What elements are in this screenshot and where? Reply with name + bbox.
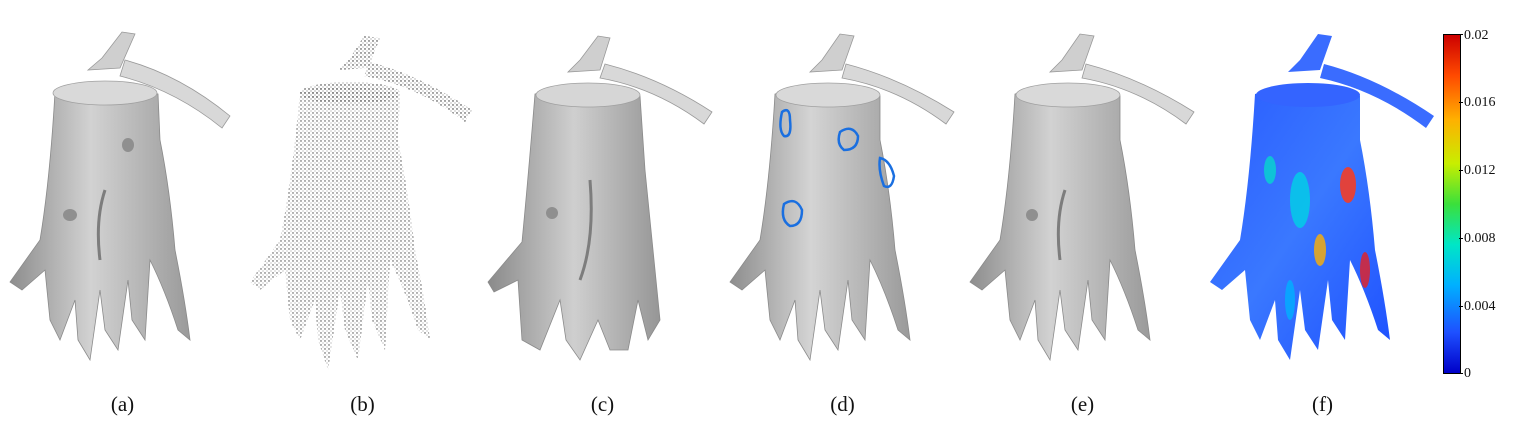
panel-caption: (d): [830, 392, 855, 416]
panel-caption: (a): [110, 392, 135, 416]
highlight-region: [779, 109, 792, 138]
panel-caption: (f): [1312, 392, 1333, 416]
colorbar-tick: [1459, 306, 1463, 307]
stump-smooth-surface: [487, 35, 713, 361]
stump-point-cloud: [250, 36, 472, 370]
highlight-region: [878, 156, 896, 189]
panel-e: (e): [960, 0, 1205, 424]
colorbar-label: 0.02: [1464, 28, 1489, 43]
colorbar-tick: [1459, 102, 1463, 103]
panel-d: (d): [720, 0, 965, 424]
panel-caption: (e): [1070, 392, 1095, 416]
colorbar-tick: [1459, 373, 1463, 374]
colorbar-label: 0.012: [1464, 163, 1496, 178]
colorbar-gradient: [1443, 34, 1461, 374]
highlight-region: [837, 127, 860, 152]
stump-model-surface: [969, 33, 1195, 362]
colorbar-label: 0: [1464, 366, 1471, 381]
panel-c: (c): [480, 0, 725, 424]
stump-marked-surface: [729, 33, 955, 362]
colorbar-label: 0.004: [1464, 299, 1496, 314]
panel-caption: (b): [350, 392, 375, 416]
colorbar-tick: [1459, 238, 1463, 239]
colorbar-tick: [1459, 170, 1463, 171]
stump-error-map: [1210, 34, 1434, 360]
colorbar-label: 0.008: [1464, 231, 1496, 246]
panel-f: (f): [1200, 0, 1445, 424]
stump-model-surface: [9, 31, 231, 362]
highlight-region: [781, 199, 804, 228]
error-colorbar: 0.02 0.016 0.012 0.008 0.004 0: [1441, 29, 1521, 381]
colorbar-label: 0.016: [1464, 95, 1496, 110]
panel-b: (b): [240, 0, 485, 424]
panel-a: (a): [0, 0, 245, 424]
panel-caption: (c): [590, 392, 615, 416]
colorbar-tick: [1459, 34, 1463, 35]
